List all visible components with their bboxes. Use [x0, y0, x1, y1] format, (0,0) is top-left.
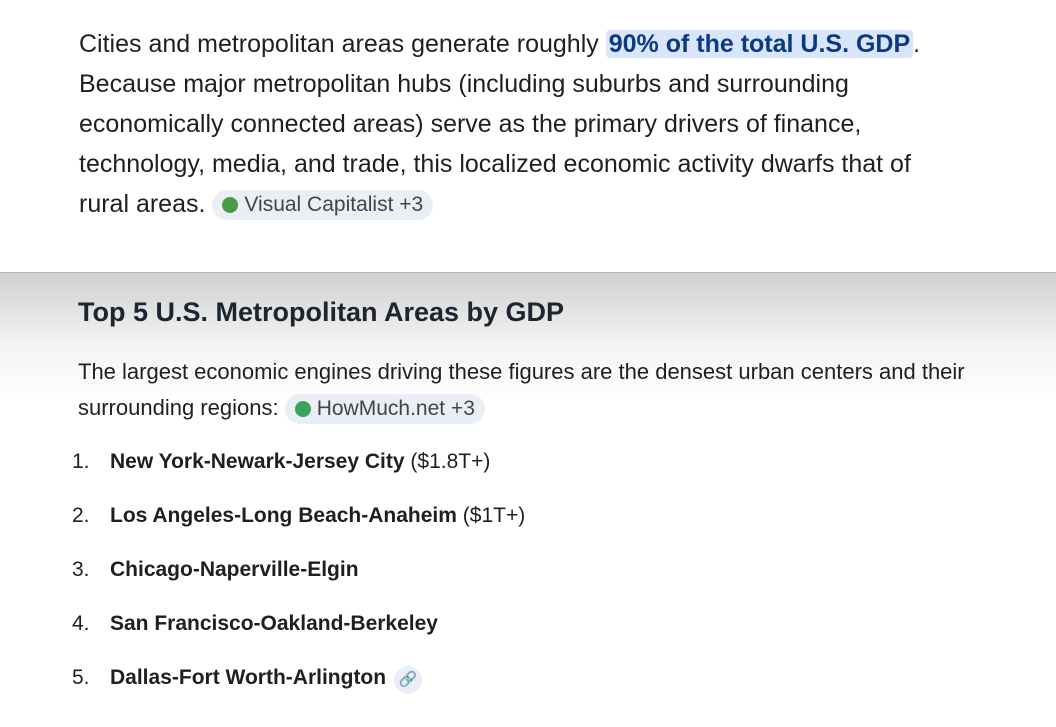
intro-paragraph: Cities and metropolitan areas generate r…	[79, 24, 959, 224]
source-icon	[294, 401, 311, 418]
item-name: Los Angeles-Long Beach-Anaheim	[110, 504, 457, 527]
list-item: 5. Dallas-Fort Worth-Arlington 🔗	[72, 666, 525, 720]
highlight[interactable]: 90% of the total U.S. GDP	[605, 30, 914, 58]
list-item: 4. San Francisco-Oakland-Berkeley	[72, 612, 525, 666]
intro-text: . Because major metropolitan hubs (inclu…	[79, 30, 921, 218]
item-body: Los Angeles-Long Beach-Anaheim ($1T+)	[110, 504, 525, 528]
link-chip[interactable]: 🔗	[394, 666, 423, 694]
source-chip[interactable]: Visual Capitalist +3	[212, 190, 434, 221]
item-body: Dallas-Fort Worth-Arlington 🔗	[110, 666, 423, 694]
source-label: HowMuch.net +3	[316, 397, 475, 421]
item-number: 1.	[72, 450, 90, 473]
item-number: 5.	[72, 666, 90, 689]
source-icon	[222, 197, 239, 214]
item-number: 2.	[72, 504, 90, 527]
section: Top 5 U.S. Metropolitan Areas by GDP The…	[0, 272, 1056, 727]
section-text-body: The largest economic engines driving the…	[78, 359, 965, 420]
source-chip[interactable]: HowMuch.net +3	[284, 394, 485, 425]
item-body: New York-Newark-Jersey City ($1.8T+)	[110, 450, 490, 474]
intro-text: Cities and metropolitan areas generate r…	[79, 30, 599, 58]
metro-list: 1. New York-Newark-Jersey City ($1.8T+) 2.…	[72, 450, 525, 720]
section-text: The largest economic engines driving the…	[78, 354, 1038, 426]
list-item: 2. Los Angeles-Long Beach-Anaheim ($1T+)	[72, 504, 525, 558]
item-note: ($1T+)	[462, 504, 526, 527]
item-number: 4.	[72, 612, 90, 635]
item-number: 3.	[72, 558, 90, 581]
item-note: ($1.8T+)	[410, 450, 491, 473]
item-body: Chicago-Naperville-Elgin	[110, 558, 359, 582]
item-name: Chicago-Naperville-Elgin	[110, 558, 359, 581]
item-body: San Francisco-Oakland-Berkeley	[110, 612, 438, 636]
section-title: Top 5 U.S. Metropolitan Areas by GDP	[78, 297, 565, 327]
list-item: 3. Chicago-Naperville-Elgin	[72, 558, 525, 612]
source-label: Visual Capitalist +3	[244, 193, 424, 217]
item-name: New York-Newark-Jersey City	[110, 450, 405, 473]
item-name: Dallas-Fort Worth-Arlington	[110, 666, 387, 689]
item-name: San Francisco-Oakland-Berkeley	[110, 612, 438, 635]
list-item: 1. New York-Newark-Jersey City ($1.8T+)	[72, 450, 525, 504]
